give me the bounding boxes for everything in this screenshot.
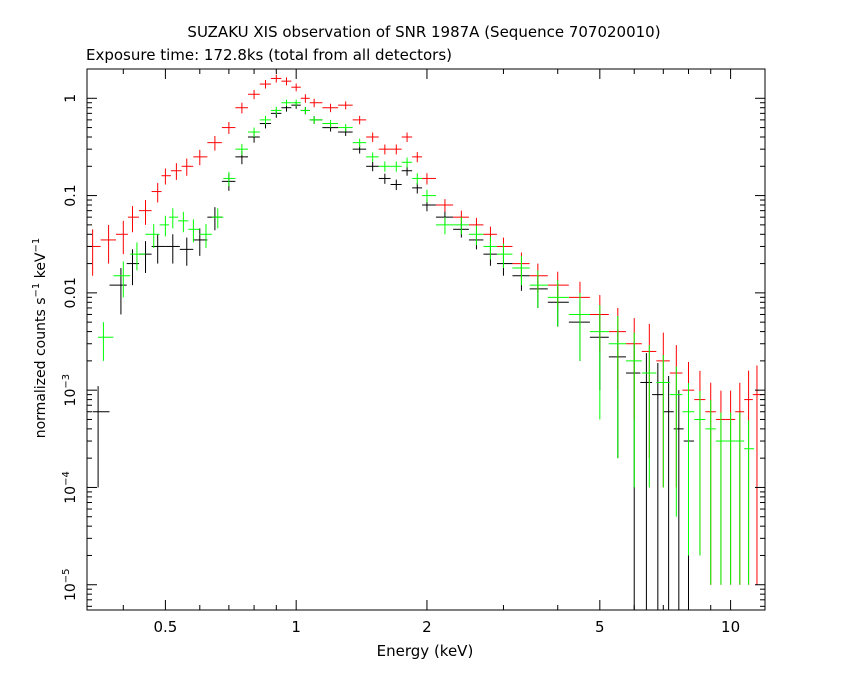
y-tick-label-base: 10 bbox=[63, 583, 79, 601]
x-tick-label: 10 bbox=[721, 618, 740, 636]
y-tick-label-base: 10 bbox=[63, 486, 79, 504]
plot-frame bbox=[86, 68, 766, 611]
y-tick-label-exp: −5 bbox=[61, 568, 72, 583]
x-tick-label: 5 bbox=[595, 618, 605, 636]
y-axis-label-mid: keV bbox=[33, 252, 49, 283]
y-tick-label-base: 0.01 bbox=[63, 277, 79, 308]
y-tick-label: 0.1 bbox=[63, 184, 79, 206]
y-tick-label-base: 0.1 bbox=[63, 184, 79, 206]
x-axis-label: Energy (keV) bbox=[377, 642, 474, 660]
y-tick-label: 1 bbox=[63, 94, 79, 103]
series-0 bbox=[92, 101, 694, 610]
y-tick-label-exp: −3 bbox=[61, 374, 72, 389]
y-tick-label-base: 1 bbox=[63, 94, 79, 103]
series-2 bbox=[97, 99, 755, 585]
chart-title: SUZAKU XIS observation of SNR 1987A (Seq… bbox=[187, 23, 660, 41]
chart-subtitle: Exposure time: 172.8ks (total from all d… bbox=[86, 46, 452, 64]
y-tick-label: 10−4 bbox=[61, 471, 79, 504]
x-tick-label: 2 bbox=[422, 618, 432, 636]
y-axis-label-exp2: −1 bbox=[31, 238, 42, 253]
y-tick-label: 0.01 bbox=[63, 277, 79, 308]
x-tick-label: 0.5 bbox=[153, 618, 177, 636]
y-tick-label-base: 10 bbox=[63, 389, 79, 407]
y-tick-label: 10−5 bbox=[61, 568, 79, 601]
data-layer bbox=[87, 74, 763, 610]
y-axis-label-exp1: −1 bbox=[31, 283, 42, 298]
x-tick-label: 1 bbox=[291, 618, 301, 636]
y-axis-label-main: normalized counts s bbox=[33, 297, 49, 438]
y-axis-label: normalized counts s−1 keV−1 bbox=[31, 238, 49, 439]
series-1 bbox=[87, 74, 763, 585]
y-tick-label-exp: −4 bbox=[61, 471, 72, 486]
y-tick-label: 10−3 bbox=[61, 374, 79, 407]
